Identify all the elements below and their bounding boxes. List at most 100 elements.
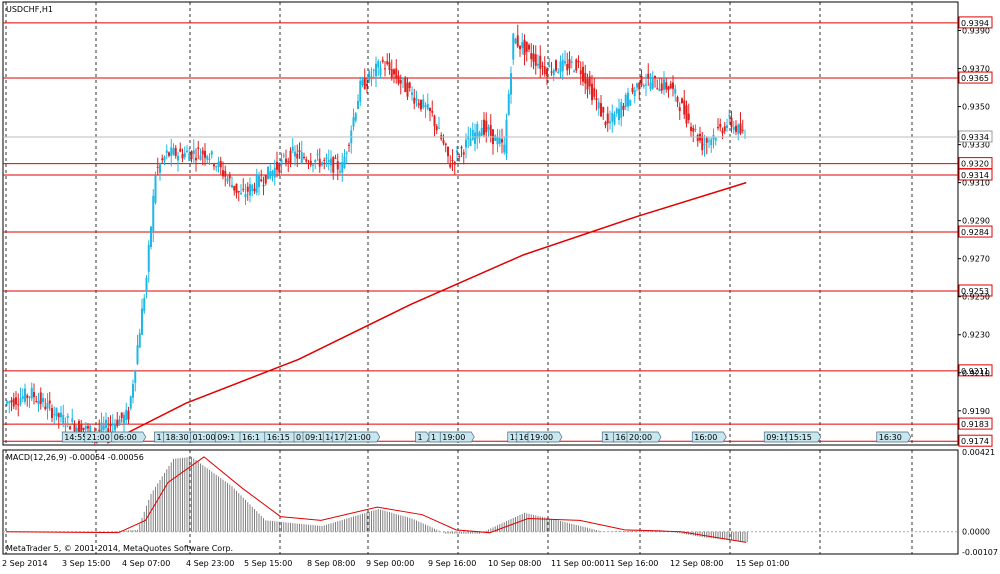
candle-body (258, 174, 260, 188)
candle-body (145, 277, 148, 292)
candle-body (615, 108, 618, 114)
candle-body (267, 166, 269, 180)
candle-body (55, 407, 58, 417)
candle-body (107, 428, 110, 433)
macd-pane[interactable] (2, 449, 959, 555)
symbol-title: USDCHF,H1 (6, 5, 53, 14)
candle-body (519, 45, 521, 50)
candle-body (737, 124, 740, 134)
candle-body (528, 44, 530, 50)
event-marker-label: 17 (334, 433, 344, 442)
candle-body (483, 119, 485, 135)
candle-body (507, 93, 510, 115)
candle-body (161, 158, 164, 161)
y-tick-label: 0.9390 (962, 27, 990, 36)
candle-body (546, 68, 548, 76)
candle-body (235, 183, 238, 193)
event-marker-label: 14:55 (64, 433, 87, 442)
candle-body (579, 70, 582, 75)
candle-body (584, 72, 587, 84)
y-tick-label: 0.9330 (962, 141, 990, 150)
candle-body (71, 418, 74, 422)
candle-body (150, 226, 152, 247)
candle-body (575, 59, 578, 71)
y-tick-label: 0.9250 (962, 293, 990, 302)
candle-body (98, 429, 101, 432)
level-price-label: 0.9211 (961, 367, 989, 376)
event-marker-label: 01:00 (193, 433, 216, 442)
candle-body (721, 130, 724, 134)
candle-body (444, 143, 447, 146)
candle-body (705, 138, 708, 143)
candle-body (645, 84, 647, 86)
candle-body (523, 39, 526, 55)
candle-body (469, 139, 472, 146)
level-price-box (958, 417, 993, 430)
level-price-box (958, 71, 993, 84)
event-marker-label: 16 (519, 433, 529, 442)
candle-body (314, 159, 317, 163)
candle-body (503, 144, 506, 153)
candle-body (361, 79, 364, 86)
y-tick-label: 0.9350 (962, 103, 990, 112)
candle-body (21, 396, 24, 399)
level-price-box (958, 225, 993, 238)
event-marker-label: 14 (325, 433, 335, 442)
candle-body (573, 71, 575, 73)
candle-body (550, 71, 553, 73)
candle-body (685, 105, 688, 124)
candle-body (359, 80, 362, 102)
candle-body (530, 53, 533, 60)
candle-body (132, 384, 134, 398)
candle-body (494, 135, 497, 141)
candle-body (397, 75, 400, 84)
candle-body (48, 400, 51, 404)
event-marker-label: 09:1 (305, 433, 323, 442)
candle-body (114, 424, 116, 431)
candle-body (217, 161, 220, 167)
candle-body (201, 150, 204, 155)
candle-body (647, 73, 650, 78)
candle-body (548, 64, 551, 67)
candle-body (192, 150, 195, 154)
candle-body (199, 155, 202, 160)
level-price-box (958, 16, 993, 29)
candle-body (512, 33, 515, 60)
x-tick-label: 11 Sep 16:00 (605, 559, 658, 568)
candle-body (676, 96, 679, 103)
x-tick-label: 2 Sep 2014 (2, 559, 48, 568)
level-price-label: 0.9253 (961, 287, 989, 296)
candle-body (348, 144, 350, 146)
candle-body (649, 82, 652, 89)
candle-body (19, 398, 22, 405)
candle-body (249, 184, 251, 196)
level-price-label: 0.9284 (961, 228, 989, 237)
x-tick-label: 4 Sep 23:00 (186, 559, 234, 568)
candle-body (354, 113, 357, 121)
candle-body (701, 135, 704, 151)
candle-body (177, 155, 179, 161)
candle-body (51, 408, 53, 419)
x-tick-label: 5 Sep 15:00 (244, 559, 292, 568)
level-price-box (958, 434, 993, 447)
candle-body (123, 414, 125, 424)
price-pane[interactable] (2, 1, 959, 446)
candle-body (665, 82, 668, 90)
candle-body (102, 425, 105, 430)
level-price-box (958, 364, 993, 377)
candle-body (89, 425, 92, 437)
event-marker-label: 09:1 (217, 433, 235, 442)
candle-body (273, 167, 276, 178)
moving-average-line (106, 181, 747, 444)
candle-body (255, 175, 258, 193)
candle-body (127, 410, 130, 420)
event-marker (345, 431, 381, 443)
candle-body (174, 147, 177, 157)
moving-average (106, 181, 747, 444)
level-price-label: 0.9320 (961, 160, 989, 169)
candle-body (606, 113, 609, 124)
candle-body (703, 144, 706, 146)
event-marker-label: 18:30 (166, 433, 189, 442)
level-price-box (958, 168, 993, 181)
